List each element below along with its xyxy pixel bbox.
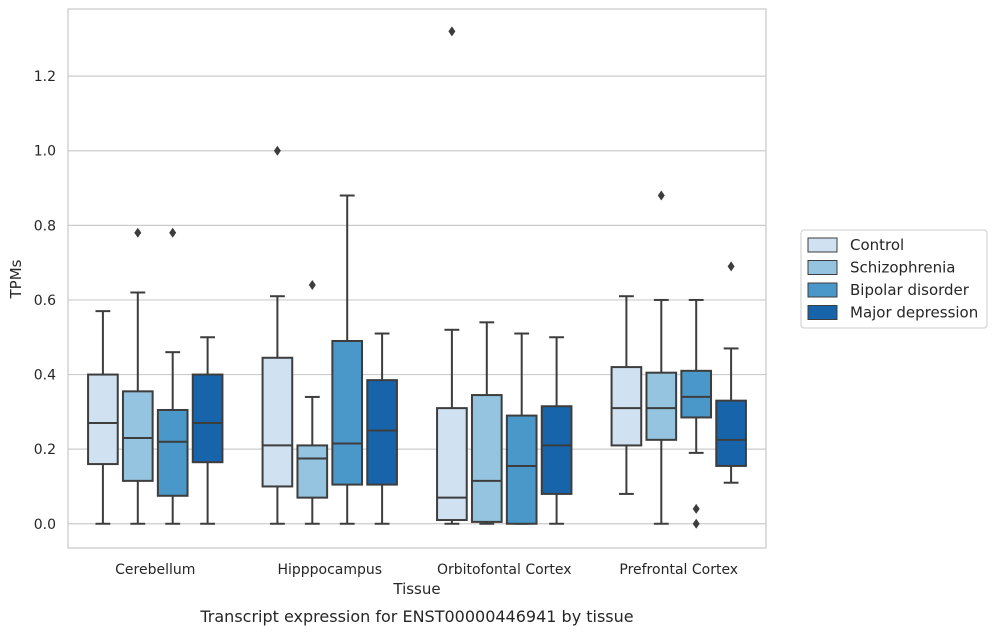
box-iqr: [121, 390, 154, 482]
y-tick-label: 1.0: [34, 144, 56, 160]
y-tick-label: 0.4: [34, 368, 56, 384]
box-iqr: [331, 339, 364, 486]
y-tick-label: 0.0: [34, 517, 56, 533]
box-2-0: [436, 26, 468, 525]
legend-label: Bipolar disorder: [850, 281, 970, 299]
outlier-point: [273, 145, 281, 156]
box-1-0: [261, 145, 294, 525]
box-iqr: [505, 414, 538, 525]
box-iqr: [296, 444, 329, 499]
box-iqr: [191, 373, 224, 464]
box-iqr: [680, 369, 713, 419]
legend-label: Major depression: [850, 304, 978, 322]
legend-frame: [800, 229, 988, 329]
box-1-1: [296, 280, 329, 525]
box-1-3: [366, 332, 398, 525]
x-tick-label: Cerebellum: [115, 562, 195, 578]
y-axis-label: TPMs: [7, 259, 25, 299]
y-tick-label: 0.6: [34, 293, 56, 309]
box-2-1: [470, 321, 503, 525]
box-0-3: [191, 336, 224, 525]
box-0-1: [121, 227, 154, 525]
box-2-3: [540, 336, 573, 525]
box-3-1: [645, 190, 678, 525]
x-tick-label: Orbitofontal Cortex: [437, 562, 572, 578]
plot-frame: [67, 8, 767, 549]
box-2-2: [505, 332, 538, 525]
box-3-2: [680, 298, 713, 529]
box-3-0: [610, 295, 643, 495]
outlier-point: [692, 503, 700, 514]
box-iqr: [540, 405, 573, 495]
legend-label: Schizophrenia: [850, 259, 955, 277]
box-iqr: [645, 371, 678, 441]
x-tick-label: Hipppocampus: [277, 562, 382, 578]
box-0-0: [87, 310, 119, 525]
box-plots: [87, 26, 747, 529]
legend-label: Control: [850, 236, 904, 254]
box-iqr: [366, 379, 398, 486]
legend-swatch: [807, 282, 838, 298]
box-iqr: [715, 399, 747, 467]
box-iqr: [610, 366, 643, 447]
x-tick-label: Prefrontal Cortex: [619, 562, 738, 578]
box-iqr: [87, 373, 119, 466]
box-iqr: [156, 408, 189, 497]
outlier-point: [657, 190, 665, 201]
y-tick-label: 1.2: [34, 69, 56, 85]
y-tick-label: 0.2: [34, 442, 56, 458]
outlier-point: [169, 227, 177, 238]
x-axis-label: Tissue: [392, 580, 440, 598]
box-iqr: [470, 394, 503, 523]
box-0-2: [156, 227, 189, 525]
box-iqr: [436, 407, 468, 522]
outlier-point: [692, 518, 700, 529]
y-tick-label: 0.8: [34, 218, 56, 234]
x-axis-ticks: Cerebellum Hipppocampus Orbitofontal Corte…: [115, 562, 738, 578]
outlier-point: [308, 280, 316, 291]
legend-swatch: [807, 237, 838, 253]
legend-swatch: [807, 260, 838, 275]
outlier-point: [727, 261, 735, 272]
outlier-point: [448, 26, 456, 37]
y-axis-ticks: 0.0 0.2 0.4 0.6 0.8 1.0 1.2: [34, 69, 56, 533]
box-iqr: [261, 356, 294, 488]
outlier-point: [134, 227, 142, 238]
box-1-2: [331, 194, 364, 525]
legend-swatch: [807, 305, 838, 320]
box-3-3: [715, 261, 747, 484]
legend: Control Schizophrenia Bipolar disorder Majo…: [800, 229, 988, 329]
figure-caption: Transcript expression for ENST0000044694…: [199, 607, 633, 626]
